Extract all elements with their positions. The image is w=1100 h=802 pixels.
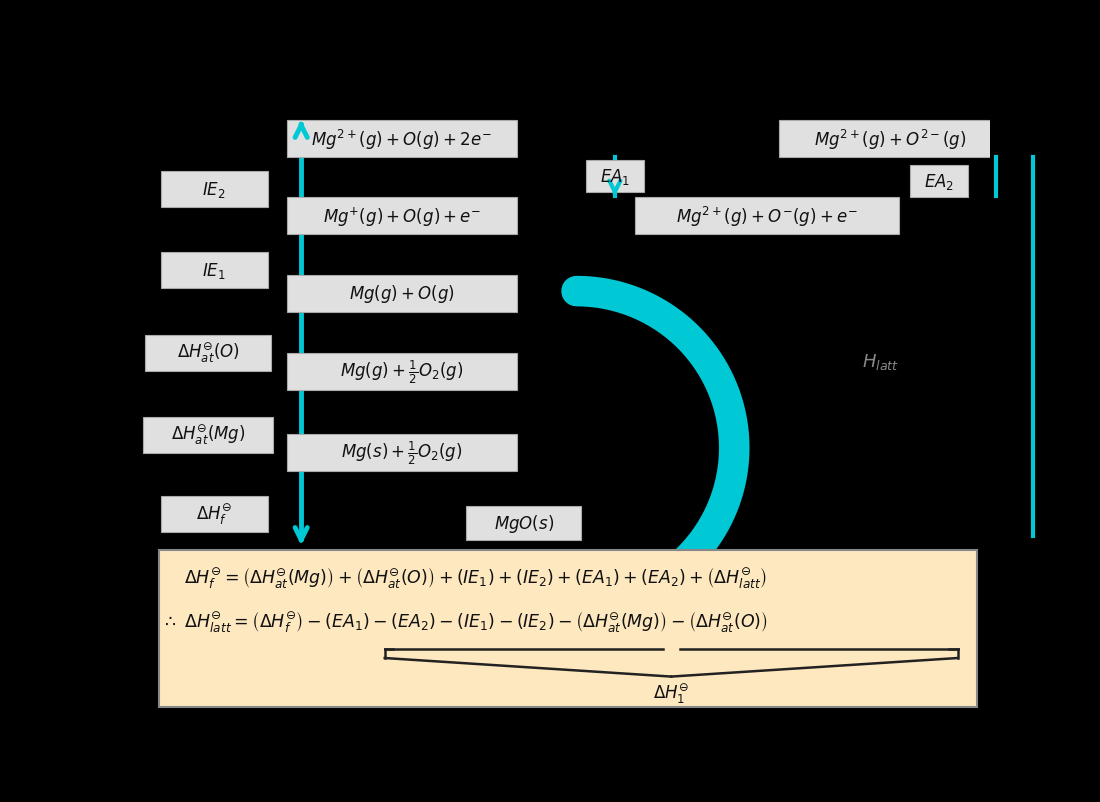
FancyBboxPatch shape [910,165,968,197]
Text: $Mg(g) + \frac{1}{2}O_2(g)$: $Mg(g) + \frac{1}{2}O_2(g)$ [340,358,463,386]
Text: $MgO(s)$: $MgO(s)$ [494,512,553,535]
FancyBboxPatch shape [287,434,517,471]
Text: $\Delta H^{\ominus}_{f}$: $\Delta H^{\ominus}_{f}$ [197,502,232,527]
FancyBboxPatch shape [287,354,517,391]
FancyBboxPatch shape [586,160,644,192]
Text: $Mg(s) + \frac{1}{2}O_2(g)$: $Mg(s) + \frac{1}{2}O_2(g)$ [341,439,462,466]
Text: $Mg^{2+}(g) + O(g) + 2e^{-}$: $Mg^{2+}(g) + O(g) + 2e^{-}$ [311,128,493,152]
FancyBboxPatch shape [466,507,581,541]
Text: $EA_1$: $EA_1$ [600,167,630,187]
Text: $Mg^{2+}(g) + O^{-}(g) + e^{-}$: $Mg^{2+}(g) + O^{-}(g) + e^{-}$ [675,205,858,229]
Text: $Mg^{2+}(g) + O^{2-}(g)$: $Mg^{2+}(g) + O^{2-}(g)$ [814,128,967,152]
Text: $Mg(g) + O(g)$: $Mg(g) + O(g)$ [349,283,454,305]
FancyBboxPatch shape [161,496,267,533]
FancyBboxPatch shape [287,198,517,235]
Text: $\Delta H^{\ominus}_{at}(O)$: $\Delta H^{\ominus}_{at}(O)$ [177,342,240,366]
FancyBboxPatch shape [143,418,273,454]
Ellipse shape [478,351,674,545]
FancyBboxPatch shape [145,336,272,371]
FancyBboxPatch shape [161,172,267,208]
Text: $IE_1$: $IE_1$ [202,261,227,281]
FancyBboxPatch shape [287,121,517,158]
Text: $Mg^{+}(g) + O(g) + e^{-}$: $Mg^{+}(g) + O(g) + e^{-}$ [322,205,481,229]
Text: $\Delta H^{\ominus}_{at}(Mg)$: $\Delta H^{\ominus}_{at}(Mg)$ [170,424,245,448]
FancyBboxPatch shape [635,198,899,235]
FancyBboxPatch shape [158,550,977,707]
Text: $\therefore\ \Delta H^{\ominus}_{latt} = \left(\Delta H^{\ominus}_{f}\right) - \: $\therefore\ \Delta H^{\ominus}_{latt} =… [162,609,768,634]
Text: $\Delta H^{\ominus}_{1}$: $\Delta H^{\ominus}_{1}$ [653,682,689,706]
FancyBboxPatch shape [780,121,1001,158]
Text: $H_{latt}$: $H_{latt}$ [862,352,900,372]
Text: $\Delta H^{\ominus}_{f} = \left(\Delta H^{\ominus}_{at}(Mg)\right) + \left(\Delt: $\Delta H^{\ominus}_{f} = \left(\Delta H… [185,564,768,589]
FancyBboxPatch shape [287,275,517,312]
FancyBboxPatch shape [161,253,267,288]
Text: $IE_2$: $IE_2$ [202,180,227,200]
Text: $EA_2$: $EA_2$ [924,172,954,192]
